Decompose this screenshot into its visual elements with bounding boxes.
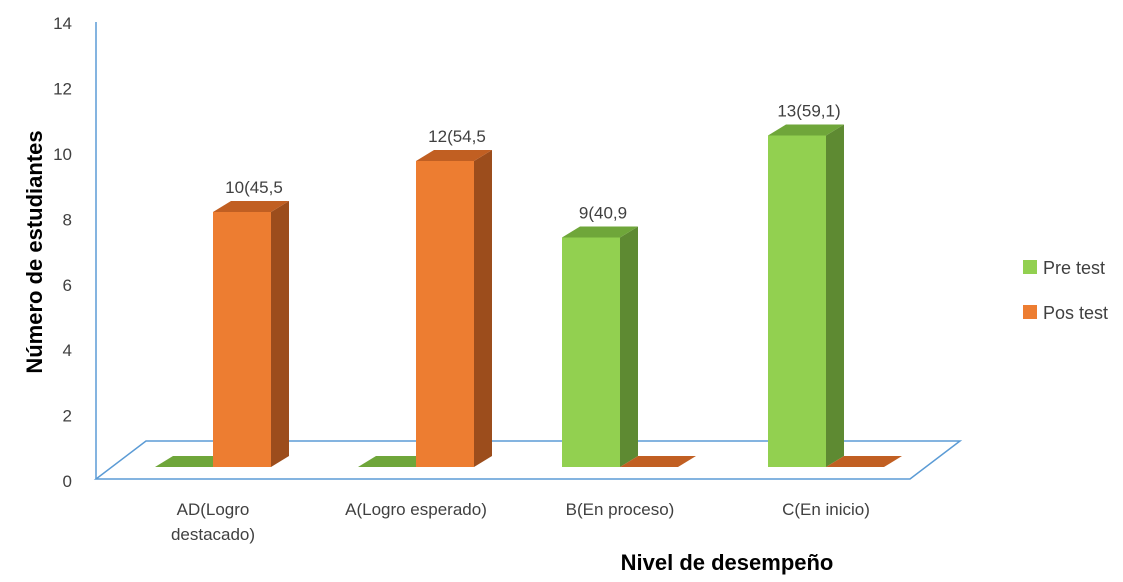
data-label: 13(59,1) [777,102,840,121]
data-label: 10(45,5 [225,178,283,197]
bar [768,124,844,467]
bar-top-zero [826,456,902,467]
bar [155,456,231,467]
bar-side [271,201,289,467]
data-label: 12(54,5 [428,127,486,146]
y-tick-label: 12 [53,80,72,99]
bar-top [416,150,492,161]
y-tick-label: 4 [63,341,72,360]
data-label: 9(40,9 [579,204,627,223]
bar-side [620,226,638,467]
y-tick-label: 8 [63,210,72,229]
bar [358,456,434,467]
bar-top-zero [620,456,696,467]
bar-front [768,135,826,467]
chart-floor [93,440,963,480]
bar-front [213,212,271,467]
floor-plane [93,440,963,480]
bar-top [213,201,289,212]
legend-label-pos-test: Pos test [1043,303,1108,323]
y-tick-label: 2 [63,407,72,426]
bar-front [562,237,620,467]
x-category-label: AD(Logro [177,500,250,519]
bar [620,456,696,467]
bars [155,124,902,467]
x-category-label: C(En inicio) [782,500,870,519]
bar [562,226,638,467]
legend-swatch-pos-test [1023,305,1037,319]
x-category-label: B(En proceso) [566,500,675,519]
y-tick-label: 6 [63,276,72,295]
bar-front [416,161,474,467]
legend-swatch-pre-test [1023,260,1037,274]
y-axis-title: Número de estudiantes [22,130,47,373]
y-tick-label: 10 [53,145,72,164]
bar-top [768,124,844,136]
bar-top [562,226,638,238]
y-tick-label: 0 [63,472,72,491]
bar-top-zero [155,456,231,467]
x-axis-title: Nivel de desempeño [621,550,834,575]
bar [213,201,289,467]
x-category-label: A(Logro esperado) [345,500,487,519]
legend-label-pre-test: Pre test [1043,258,1105,278]
bar [826,456,902,467]
bar-side [826,124,844,467]
x-axis-categories: AD(Logro destacado) A(Logro esperado) B(En … [171,500,870,544]
bar [416,150,492,467]
y-tick-label: 14 [53,14,72,33]
y-axis: 0 2 4 6 8 10 12 14 [53,14,97,491]
bar-side [474,150,492,467]
legend: Pre test Pos test [1023,258,1108,323]
bar-top-zero [358,456,434,467]
data-labels: 9(40,9 13(59,1) 10(45,5 12(54,5 [225,102,841,223]
x-category-label: destacado) [171,525,255,544]
